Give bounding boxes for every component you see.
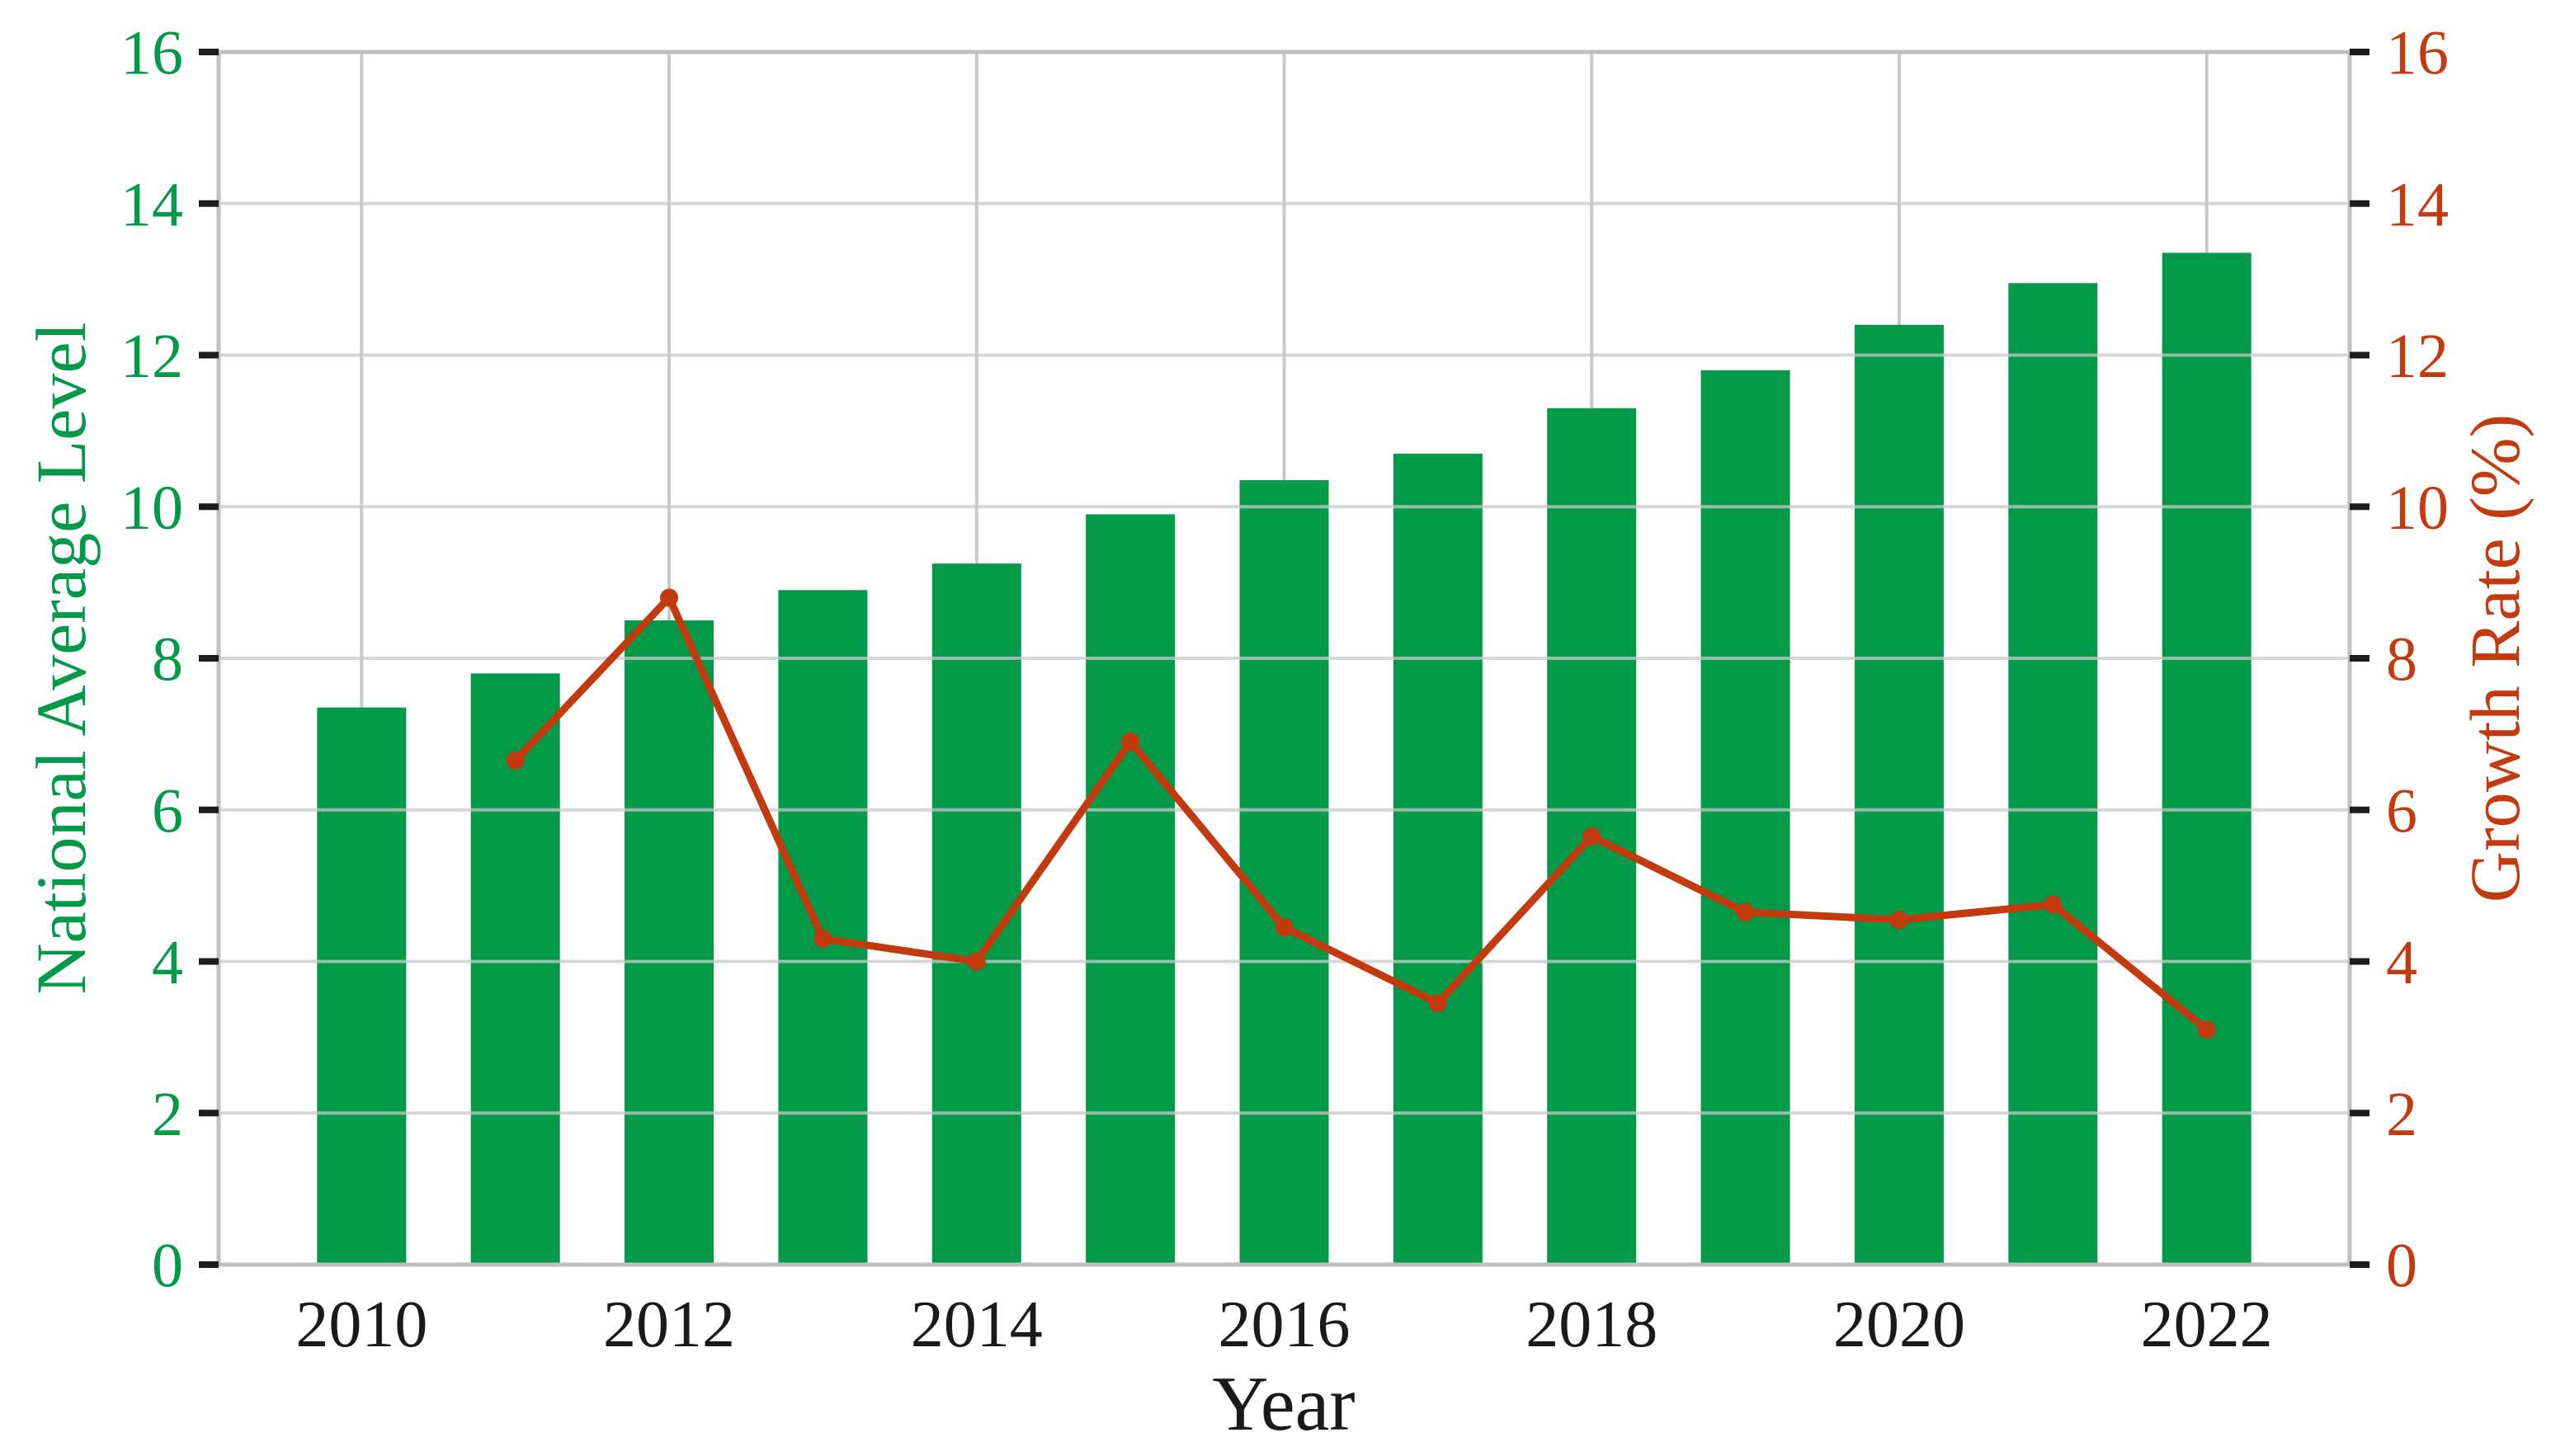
- y-tick-labels-left: 0 2 4 6 8 10 12 14 16: [120, 19, 183, 1301]
- y-tick-label-left: 8: [152, 625, 183, 695]
- bar: [470, 673, 560, 1265]
- y-tick-label-left: 14: [120, 170, 183, 239]
- x-tick-label: 2016: [1219, 1289, 1351, 1361]
- bar: [317, 707, 407, 1265]
- line-marker: [2197, 1020, 2216, 1039]
- bar: [2162, 252, 2252, 1265]
- growth-rate-line: [506, 588, 2216, 1039]
- axis-ticks-left: [199, 49, 219, 1268]
- y-tick-labels-right: 0 2 4 6 8 10 12 14 16: [2386, 19, 2449, 1301]
- bar: [1239, 480, 1329, 1265]
- y-tick-label-right: 6: [2386, 776, 2417, 846]
- x-axis-title: Year: [1212, 1361, 1356, 1447]
- y-tick-label-left: 16: [120, 19, 183, 88]
- y-tick-label-left: 6: [152, 776, 183, 846]
- line-marker: [1121, 733, 1140, 752]
- y-tick-label-left: 2: [152, 1080, 183, 1149]
- y-tick-label-right: 16: [2386, 19, 2449, 88]
- bar: [2008, 283, 2098, 1265]
- bar-series: [317, 252, 2252, 1265]
- line-marker: [2044, 895, 2063, 914]
- y-tick-label-left: 0: [152, 1232, 183, 1301]
- bar: [1086, 514, 1176, 1265]
- y-tick-label-left: 4: [152, 928, 183, 997]
- x-tick-label: 2018: [1525, 1289, 1657, 1361]
- y-tick-label-right: 8: [2386, 625, 2417, 695]
- y-tick-label-right: 4: [2386, 928, 2417, 997]
- x-tick-label: 2020: [1833, 1289, 1965, 1361]
- line-marker: [813, 929, 832, 948]
- y-tick-label-right: 10: [2386, 474, 2449, 543]
- line-marker: [1428, 994, 1447, 1013]
- line-marker: [1582, 827, 1601, 846]
- y-tick-label-left: 10: [120, 474, 183, 543]
- right-axis-title: Growth Rate (%): [2455, 413, 2534, 903]
- line-marker: [967, 952, 986, 971]
- y-tick-label-right: 0: [2386, 1232, 2417, 1301]
- left-axis-title: National Average Level: [21, 322, 101, 995]
- x-tick-label: 2014: [911, 1289, 1043, 1361]
- axis-ticks-right: [2350, 49, 2369, 1268]
- y-tick-label-left: 12: [120, 322, 183, 391]
- line-marker: [1736, 902, 1755, 921]
- y-tick-label-right: 14: [2386, 170, 2449, 239]
- line-marker: [1889, 910, 1908, 929]
- line-marker: [1275, 918, 1294, 937]
- x-tick-label: 2012: [603, 1289, 735, 1361]
- y-tick-label-right: 2: [2386, 1080, 2417, 1149]
- x-tick-label: 2010: [295, 1289, 427, 1361]
- x-tick-label: 2022: [2141, 1289, 2273, 1361]
- line-marker: [506, 752, 525, 770]
- bar: [1393, 453, 1483, 1265]
- bar: [1700, 370, 1790, 1265]
- x-tick-labels: 2010 2012 2014 2016 2018 2020 2022: [295, 1289, 2272, 1361]
- bar: [778, 590, 868, 1265]
- line-marker: [660, 588, 679, 607]
- y-tick-label-right: 12: [2386, 322, 2449, 391]
- bar: [1854, 324, 1944, 1265]
- bar: [625, 620, 714, 1265]
